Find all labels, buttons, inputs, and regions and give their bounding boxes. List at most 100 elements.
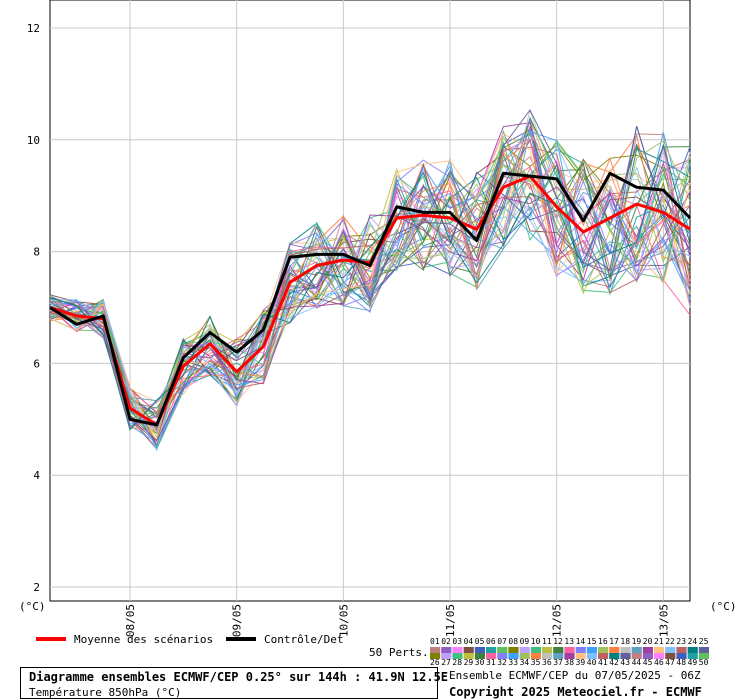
member-swatch xyxy=(620,647,631,653)
member-number-bottom: 31 xyxy=(486,658,496,667)
member-number-top: 02 xyxy=(441,637,451,646)
member-swatch xyxy=(542,653,553,659)
member-number-top: 17 xyxy=(609,637,619,646)
member-number-top: 12 xyxy=(553,637,563,646)
member-swatch xyxy=(609,653,620,659)
member-number-bottom: 30 xyxy=(475,658,485,667)
member-swatch xyxy=(441,647,452,653)
member-line xyxy=(49,140,691,416)
member-swatch xyxy=(553,653,564,659)
legend-control-label: Contrôle/Det xyxy=(264,633,343,646)
member-number-top: 24 xyxy=(688,637,698,646)
member-swatch xyxy=(497,653,508,659)
member-number-top: 25 xyxy=(699,637,709,646)
member-swatch xyxy=(519,653,530,659)
member-swatch xyxy=(631,653,642,659)
member-number-bottom: 26 xyxy=(430,658,440,667)
legend-perts-label: 50 Perts. xyxy=(369,646,429,659)
member-swatch xyxy=(508,647,519,653)
run-info: Ensemble ECMWF/CEP du 07/05/2025 - 06Z xyxy=(449,669,701,682)
member-number-bottom: 38 xyxy=(564,658,574,667)
member-number-top: 13 xyxy=(564,637,574,646)
member-line xyxy=(49,108,691,434)
member-swatch xyxy=(564,653,575,659)
x-tick-label: 09/05 xyxy=(231,604,244,637)
copyright: Copyright 2025 Meteociel.fr - ECMWF xyxy=(449,685,702,699)
x-axis: 08/05 09/05 10/05 11/05 12/05 13/05 xyxy=(124,604,670,637)
member-number-bottom: 50 xyxy=(699,658,709,667)
member-number-bottom: 41 xyxy=(598,658,608,667)
member-swatch xyxy=(654,653,665,659)
member-swatch xyxy=(497,647,508,653)
member-swatch xyxy=(486,653,497,659)
member-line xyxy=(49,143,691,431)
member-swatch xyxy=(452,647,463,653)
member-swatch xyxy=(463,653,474,659)
member-number-top: 07 xyxy=(497,637,507,646)
member-swatch xyxy=(430,647,441,653)
y-unit-left: (°C) xyxy=(19,600,46,613)
member-swatch xyxy=(665,653,676,659)
member-number-bottom: 47 xyxy=(665,658,675,667)
member-line xyxy=(49,132,691,444)
member-swatch xyxy=(620,653,631,659)
legend: Moyenne des scénarios Contrôle/Det 50 Pe… xyxy=(36,633,709,667)
member-swatch xyxy=(665,647,676,653)
member-number-top: 20 xyxy=(643,637,653,646)
member-number-bottom: 45 xyxy=(643,658,653,667)
member-number-bottom: 35 xyxy=(531,658,541,667)
member-swatch xyxy=(474,647,485,653)
member-number-top: 08 xyxy=(508,637,518,646)
member-swatch xyxy=(474,653,485,659)
member-swatch xyxy=(698,647,709,653)
member-number-top: 04 xyxy=(464,637,474,646)
member-swatch xyxy=(463,647,474,653)
member-number-top: 01 xyxy=(430,637,440,646)
member-swatch xyxy=(642,653,653,659)
member-swatch xyxy=(676,647,687,653)
main-series xyxy=(49,171,692,427)
x-tick-label: 12/05 xyxy=(551,604,564,637)
member-swatch xyxy=(698,653,709,659)
member-swatch xyxy=(575,647,586,653)
member-swatch xyxy=(598,653,609,659)
member-number-top: 19 xyxy=(632,637,642,646)
member-number-top: 11 xyxy=(542,637,552,646)
member-number-bottom: 39 xyxy=(576,658,586,667)
member-swatch xyxy=(676,653,687,659)
member-swatch xyxy=(486,647,497,653)
member-swatch xyxy=(519,647,530,653)
member-number-bottom: 28 xyxy=(452,658,462,667)
x-tick-label: 13/05 xyxy=(657,604,670,637)
member-swatch xyxy=(553,647,564,653)
member-legend: 01 02 03 04 05 06 07 08 09 10 11 12 13 14 15 16 17 18 19 20… xyxy=(430,637,709,667)
member-line xyxy=(49,135,691,439)
member-swatch xyxy=(530,653,541,659)
member-number-top: 10 xyxy=(531,637,541,646)
member-number-top: 18 xyxy=(620,637,630,646)
member-swatch xyxy=(575,653,586,659)
member-swatch xyxy=(542,647,553,653)
member-swatch xyxy=(687,653,698,659)
x-tick-label: 11/05 xyxy=(444,604,457,637)
member-number-top: 22 xyxy=(665,637,675,646)
member-number-bottom: 43 xyxy=(620,658,630,667)
member-swatch xyxy=(642,647,653,653)
member-swatch xyxy=(609,647,620,653)
member-number-bottom: 37 xyxy=(553,658,563,667)
member-number-bottom: 29 xyxy=(464,658,474,667)
y-tick-label: 12 xyxy=(27,22,40,35)
member-line xyxy=(49,137,691,413)
member-swatch xyxy=(631,647,642,653)
x-tick-label: 08/05 xyxy=(124,604,137,637)
member-number-bottom: 49 xyxy=(688,658,698,667)
legend-mean-label: Moyenne des scénarios xyxy=(74,633,213,646)
member-line xyxy=(49,162,691,429)
ensemble-members xyxy=(49,108,691,452)
member-number-top: 23 xyxy=(676,637,686,646)
member-swatch xyxy=(430,653,441,659)
member-swatch xyxy=(687,647,698,653)
x-tick-label: 10/05 xyxy=(337,604,350,637)
member-number-top: 16 xyxy=(598,637,608,646)
